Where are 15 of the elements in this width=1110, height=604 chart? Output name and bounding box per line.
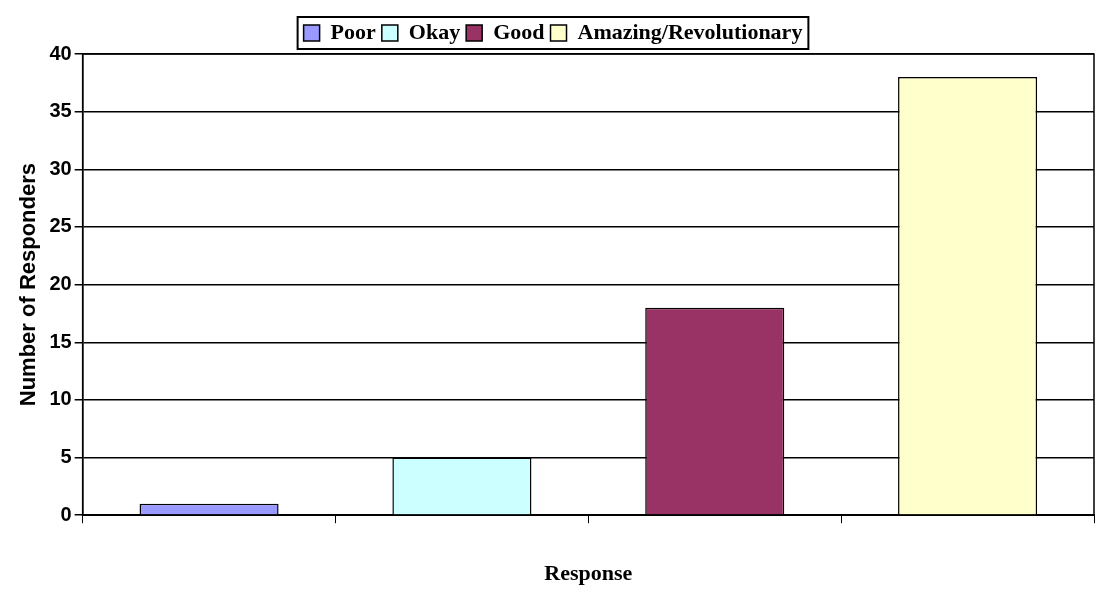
y-tick-label: 30 <box>49 156 72 179</box>
legend-label: Okay <box>408 18 461 44</box>
y-tick-label: 20 <box>49 272 72 295</box>
y-tick-label: 10 <box>49 387 72 410</box>
y-tick-label: 5 <box>60 445 72 468</box>
legend-label: Poor <box>330 18 377 44</box>
y-tick-label: 25 <box>49 214 72 237</box>
y-tick-label: 15 <box>49 329 72 352</box>
y-axis-title: Number of Responders <box>15 162 41 407</box>
legend-label: Good <box>493 18 545 44</box>
y-tick-label: 0 <box>60 502 72 525</box>
x-axis-title: Response <box>544 560 633 586</box>
y-tick-label: 35 <box>49 99 72 122</box>
legend-label: Amazing/Revolutionary <box>577 18 803 44</box>
y-tick-label: 40 <box>49 41 72 64</box>
